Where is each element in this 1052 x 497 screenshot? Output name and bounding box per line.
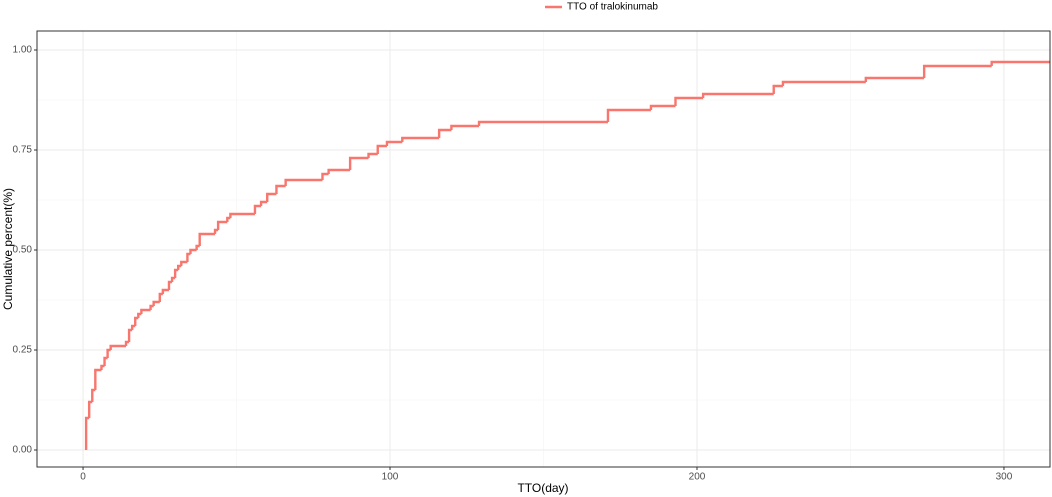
step-segment — [189, 248, 197, 254]
step-segment — [606, 108, 651, 122]
step-segment — [149, 304, 154, 310]
y-axis-title: Cumulative percent(%) — [1, 188, 15, 310]
plot — [84, 60, 1050, 450]
grid — [37, 31, 1050, 467]
y-tick-label: 0.00 — [13, 445, 33, 456]
step-segment — [103, 356, 108, 366]
step-segment — [87, 400, 93, 418]
x-tick-label: 300 — [996, 472, 1013, 483]
step-segment — [94, 368, 102, 390]
step-segment — [186, 252, 191, 262]
x-tick-label: 200 — [689, 472, 706, 483]
y-tick-label: 1.00 — [13, 45, 33, 56]
step-segment — [266, 192, 277, 202]
step-segment — [130, 324, 136, 330]
step-segment — [990, 60, 1050, 66]
panel-border — [36, 30, 1051, 468]
step-segment — [158, 292, 163, 302]
step-segment — [701, 92, 774, 98]
step-segment — [134, 316, 139, 326]
step-segment — [167, 280, 173, 290]
legend: TTO of tralokinumab — [545, 2, 658, 13]
step-segment — [348, 156, 369, 170]
x-tick-label: 0 — [80, 472, 86, 483]
step-segment — [321, 172, 329, 180]
step-segment — [275, 184, 286, 194]
step-segment — [140, 308, 151, 314]
x-tick-label: 100 — [382, 472, 399, 483]
step-segment — [376, 144, 387, 154]
step-segment — [450, 124, 480, 130]
step-segment — [152, 300, 160, 306]
step-segment — [284, 178, 323, 186]
step-segment — [124, 340, 130, 346]
step-segment — [437, 128, 452, 138]
legend-label: TTO of tralokinumab — [567, 2, 658, 13]
step-segment — [327, 168, 351, 174]
step-segment — [170, 276, 176, 282]
step-segment — [198, 232, 216, 246]
step-segment — [216, 220, 228, 230]
step-segment — [385, 140, 403, 146]
y-tick-label: 0.50 — [13, 245, 33, 256]
y-tick-label: 0.75 — [13, 145, 33, 156]
step-segment — [226, 216, 231, 222]
step-segment — [367, 152, 378, 158]
step-segment — [180, 260, 188, 266]
step-segment — [674, 96, 704, 106]
step-segment — [772, 84, 783, 94]
y-tick-label: 0.25 — [13, 345, 33, 356]
step-segment — [109, 344, 127, 350]
step-segment — [195, 244, 200, 250]
step-segment — [173, 268, 179, 278]
step-segment — [100, 364, 105, 370]
step-segment — [177, 264, 182, 270]
step-segment — [137, 312, 142, 318]
step-segment — [401, 136, 440, 142]
step-segment — [229, 212, 255, 218]
step-segment — [649, 104, 676, 110]
step-segment — [161, 288, 169, 294]
step-segment — [127, 328, 133, 342]
step-segment — [864, 76, 925, 82]
step-segment — [922, 64, 992, 78]
step-segment — [259, 200, 268, 206]
step-segment — [84, 416, 90, 450]
step-segment — [213, 228, 219, 234]
x-axis-title: TTO(day) — [517, 481, 568, 495]
step-segment — [253, 204, 262, 214]
step-segment — [477, 120, 608, 126]
step-segment — [106, 348, 111, 358]
step-segment — [781, 80, 866, 86]
